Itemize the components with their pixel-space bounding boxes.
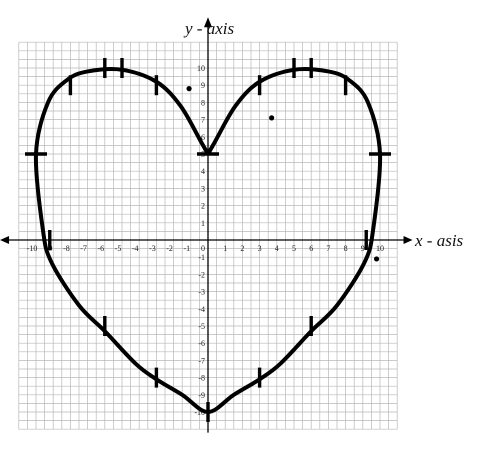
- y-tick-label: -1: [198, 253, 205, 262]
- y-tick-label: 9: [201, 81, 205, 90]
- x-tick-label: -8: [63, 244, 70, 253]
- x-tick-label: 8: [344, 244, 348, 253]
- y-tick-label: -5: [198, 322, 205, 331]
- stray-dot: [186, 86, 192, 92]
- x-tick-label: -3: [149, 244, 156, 253]
- y-tick-label: 6: [201, 133, 205, 142]
- x-axis-arrow-left: [0, 236, 10, 244]
- x-tick-label: 9: [361, 244, 365, 253]
- y-tick-label: 4: [201, 167, 205, 176]
- x-axis-arrow-right: [403, 236, 413, 244]
- x-tick-label: -1: [183, 244, 190, 253]
- x-tick-label: -2: [166, 244, 173, 253]
- x-tick-label: -5: [115, 244, 122, 253]
- x-tick-label: 3: [258, 244, 262, 253]
- origin-label: 0: [201, 244, 205, 253]
- x-tick-label: 5: [292, 244, 296, 253]
- y-tick-label: -6: [198, 339, 205, 348]
- x-tick-label: 2: [240, 244, 244, 253]
- y-tick-label: 3: [201, 184, 205, 193]
- y-axis-label: y - axis: [183, 19, 234, 38]
- x-tick-label: 4: [275, 244, 279, 253]
- stray-dots: [186, 86, 380, 262]
- x-axis-label: x - asis: [414, 231, 464, 250]
- y-tick-label: 8: [201, 98, 205, 107]
- axes: [0, 17, 413, 433]
- stray-dot: [269, 115, 275, 121]
- x-tick-label: 7: [326, 244, 330, 253]
- y-tick-label: 10: [197, 64, 205, 73]
- y-tick-label: 1: [201, 219, 205, 228]
- stray-dot: [373, 256, 380, 262]
- x-tick-label: -4: [132, 244, 139, 253]
- y-tick-label: -2: [198, 270, 205, 279]
- y-tick-label: -4: [198, 305, 205, 314]
- x-tick-label: 1: [223, 244, 227, 253]
- x-tick-label: -6: [97, 244, 104, 253]
- y-tick-label: -9: [198, 391, 205, 400]
- y-tick-label: 2: [201, 202, 205, 211]
- y-tick-label: -3: [198, 288, 205, 297]
- y-tick-label: -7: [198, 356, 205, 365]
- y-tick-label: -8: [198, 374, 205, 383]
- y-tick-label: 7: [201, 116, 205, 125]
- y-axis-arrow-up: [204, 17, 212, 28]
- x-tick-label: 6: [309, 244, 313, 253]
- y-tick-label: -10: [194, 408, 205, 417]
- x-tick-label: -7: [80, 244, 87, 253]
- x-tick-label: 10: [376, 244, 384, 253]
- hash-marks: [25, 58, 391, 422]
- x-tick-label: -10: [27, 244, 38, 253]
